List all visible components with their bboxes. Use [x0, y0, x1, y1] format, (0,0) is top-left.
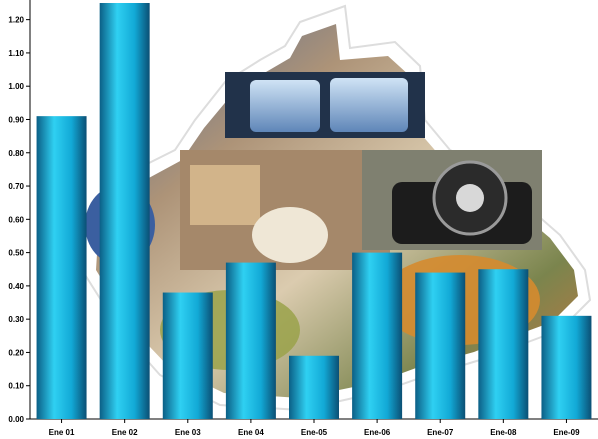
x-tick-label: Ene 04	[238, 428, 264, 437]
bar-9	[541, 315, 592, 419]
y-tick-label: 0.90	[8, 115, 24, 124]
y-tick-label: 1.20	[8, 16, 24, 25]
bottle-2-icon	[330, 78, 408, 132]
y-tick-label: 0.60	[8, 215, 24, 224]
bar-1	[36, 116, 87, 419]
x-tick-label: Ene 03	[175, 428, 201, 437]
bar-8	[478, 269, 529, 419]
bar-5	[289, 355, 339, 419]
y-tick-label: 0.50	[8, 249, 24, 258]
bottle-1-icon	[250, 80, 320, 132]
bar-3	[162, 292, 213, 419]
x-tick-label: Ene-09	[553, 428, 580, 437]
bar-2	[99, 3, 150, 419]
y-tick-label: 0.70	[8, 182, 24, 191]
y-tick-label: 1.00	[8, 82, 24, 91]
telephone-dial-center	[456, 184, 484, 212]
y-tick-label: 0.80	[8, 149, 24, 158]
y-tick-label: 0.40	[8, 282, 24, 291]
y-tick-label: 0.10	[8, 382, 24, 391]
x-tick-label: Ene-05	[301, 428, 328, 437]
y-tick-label: 1.10	[8, 49, 24, 58]
x-tick-label: Ene 01	[49, 428, 75, 437]
y-tick-label: 0.30	[8, 315, 24, 324]
x-tick-label: Ene-07	[427, 428, 454, 437]
y-tick-label: 0.20	[8, 348, 24, 357]
person-figure	[252, 207, 328, 263]
bar-6	[352, 252, 403, 419]
x-axis: Ene 01 Ene 02 Ene 03 Ene 04 Ene-05 Ene-06 Ene-…	[30, 418, 598, 437]
y-tick-label: 0.00	[8, 415, 24, 424]
bars	[36, 3, 592, 419]
x-tick-label: Ene 02	[112, 428, 138, 437]
bar-4	[225, 262, 276, 419]
y-axis: 0.00 0.10 0.20 0.30 0.40 0.50 0.60 0.70 0.80 0.90…	[8, 0, 31, 424]
x-tick-label: Ene-06	[364, 428, 391, 437]
x-tick-label: Ene-08	[490, 428, 517, 437]
bar-7	[415, 272, 466, 419]
photo-room-lamp	[190, 165, 260, 225]
